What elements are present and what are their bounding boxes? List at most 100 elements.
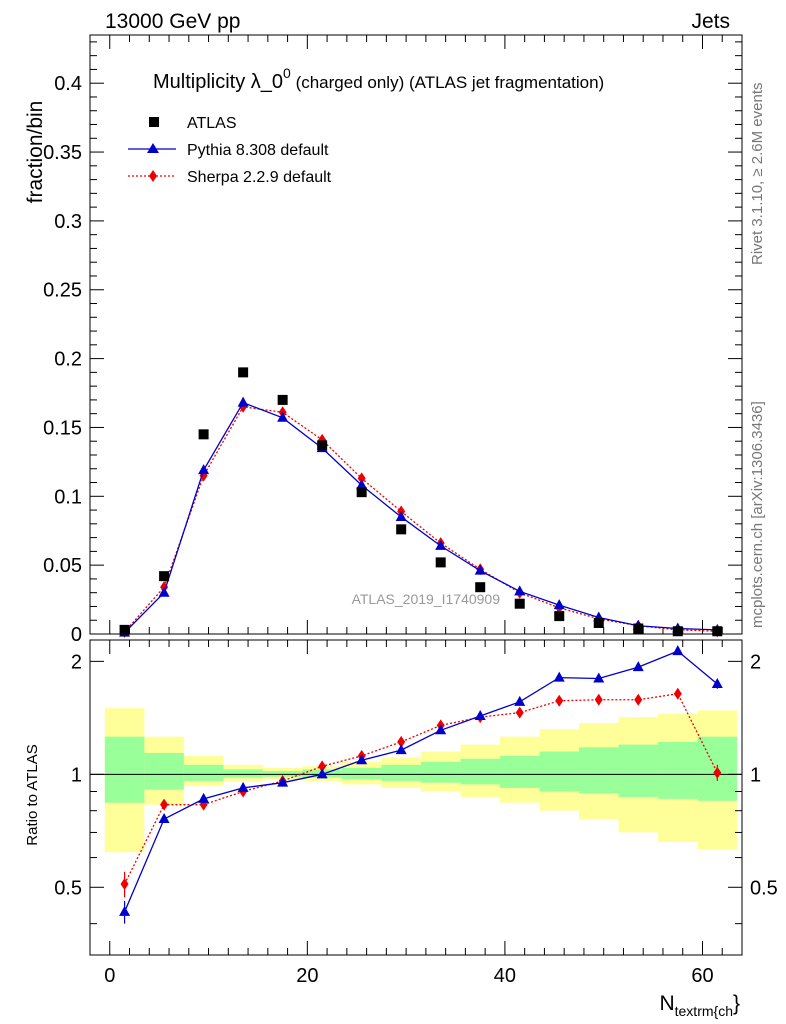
main-pythia-point [553, 599, 565, 610]
ratio-inner-band [539, 751, 579, 792]
main-sherpa-line [124, 406, 718, 633]
main-pythia-point [435, 539, 447, 550]
main-atlas-point [119, 624, 130, 635]
main-y-tick-label: 0.05 [43, 555, 82, 577]
ratio-pythia-point [237, 781, 249, 792]
ratio-y-tick-label: 1 [71, 764, 82, 786]
ratio-inner-band [420, 761, 461, 783]
x-axis-label-subscript: textrm{ch [675, 1003, 733, 1019]
main-plot-frame [89, 34, 743, 635]
mcplots-label: mcplots.cern.ch [arXiv:1306.3436] [749, 401, 766, 628]
ratio-pythia-point [316, 768, 328, 779]
ratio-inner-band [381, 764, 421, 781]
ratio-pythia-point [356, 754, 368, 765]
x-axis-label-main: N [659, 992, 674, 1015]
plot-title: Multiplicity λ_00 (charged only) (ATLAS … [153, 65, 604, 93]
legend-sherpa-label[interactable]: Sherpa 2.2.9 default [187, 169, 332, 186]
main-atlas-point [198, 429, 209, 440]
ratio-pythia-point [277, 776, 289, 787]
x-tick-label: 40 [494, 965, 516, 987]
main-y-tick-label: 0 [71, 624, 82, 646]
ratio-sherpa-point [120, 878, 129, 891]
main-pythia-point [237, 396, 249, 407]
main-atlas-point [475, 582, 486, 593]
ratio-sherpa-point [555, 694, 564, 707]
ratio-pythia-point [672, 645, 684, 656]
ratio-sherpa-point [673, 687, 682, 700]
ratio-sherpa-point [634, 693, 643, 706]
ratio-pythia-point [158, 813, 170, 824]
ratio-inner-band [618, 744, 659, 798]
x-axis-label-tail: } [733, 992, 740, 1015]
main-atlas-point [514, 598, 525, 609]
main-pythia-point [198, 464, 210, 475]
ratio-y-tick-label: 2 [71, 651, 82, 673]
main-atlas-point [238, 367, 249, 378]
legend-pythia-label[interactable]: Pythia 8.308 default [187, 142, 329, 159]
plot-title-superscript: 0 [283, 65, 291, 81]
main-atlas-point [277, 394, 288, 405]
header-right-label: Jets [691, 10, 730, 33]
analysis-watermark: ATLAS_2019_I1740909 [352, 591, 501, 607]
main-y-tick-label: 0.35 [43, 142, 82, 164]
plot-title-main: Multiplicity λ_0 [153, 71, 283, 93]
main-atlas-point [593, 617, 604, 628]
ratio-y-tick-label: 0.5 [54, 877, 82, 899]
x-tick-label: 0 [104, 965, 115, 987]
ratio-pythia-point [711, 678, 723, 689]
ratio-pythia-point [474, 710, 486, 721]
ratio-pythia-point [395, 744, 407, 755]
ratio-sherpa-line [123, 692, 718, 885]
main-pythia-point [395, 510, 407, 521]
ratio-inner-band [144, 752, 184, 790]
main-pythia-line [124, 401, 718, 634]
main-atlas-point [356, 487, 367, 498]
main-pythia-point [514, 585, 526, 596]
ratio-plot-frame [89, 639, 743, 956]
main-y-axis-label: fraction/bin [24, 101, 47, 204]
ratio-sherpa-point [318, 760, 327, 773]
main-y-tick-label: 0.3 [54, 211, 82, 233]
main-pythia-point [277, 411, 289, 422]
ratio-pythia-point [553, 671, 565, 682]
ratio-sherpa-point [594, 693, 603, 706]
main-pythia-point [474, 564, 486, 575]
x-tick-label: 60 [691, 965, 713, 987]
main-y-tick-label: 0.25 [43, 280, 82, 302]
ratio-y-tick-label-right: 0.5 [750, 877, 778, 899]
main-panel: 0 0.05 0.1 0.15 0.2 0.25 0.3 0.35 0.4 [43, 34, 743, 646]
plot-title-rest: (charged only) (ATLAS jet fragmentation) [291, 73, 604, 92]
x-axis-label: Ntextrm{ch} [659, 992, 740, 1019]
ratio-sherpa-point [160, 798, 169, 811]
ratio-inner-band [223, 769, 263, 778]
ratio-inner-band [460, 758, 500, 785]
x-tick-label: 20 [296, 965, 318, 987]
main-pythia-point [158, 586, 170, 597]
main-atlas-point [712, 626, 723, 637]
ratio-inner-band [183, 764, 224, 781]
ratio-inner-band [658, 741, 698, 799]
ratio-sherpa-point [515, 706, 524, 719]
main-sherpa-point [357, 472, 366, 485]
ratio-y-axis-label: Ratio to ATLAS [24, 744, 41, 845]
ratio-inner-band [341, 767, 382, 780]
main-y-tick-label: 0.4 [54, 73, 82, 95]
ratio-pythia-point [632, 661, 644, 672]
main-y-tick-label: 0.15 [43, 417, 82, 439]
main-y-tick-label: 0.2 [54, 349, 82, 371]
rivet-version-label: Rivet 3.1.10, ≥ 2.6M events [749, 83, 766, 266]
main-atlas-point [317, 440, 328, 451]
main-atlas-point [633, 623, 644, 634]
legend-atlas-label[interactable]: ATLAS [187, 115, 237, 132]
legend-atlas-marker [149, 117, 159, 127]
header-left-label: 13000 GeV pp [105, 10, 240, 33]
ratio-pythia-point [435, 724, 447, 735]
legend-sherpa-marker [149, 170, 157, 182]
ratio-pythia-point [514, 695, 526, 706]
ratio-inner-band [499, 755, 540, 788]
ratio-pythia-line [123, 650, 718, 913]
main-atlas-point [672, 626, 683, 637]
main-atlas-point [396, 524, 407, 535]
ratio-sherpa-point [397, 735, 406, 748]
